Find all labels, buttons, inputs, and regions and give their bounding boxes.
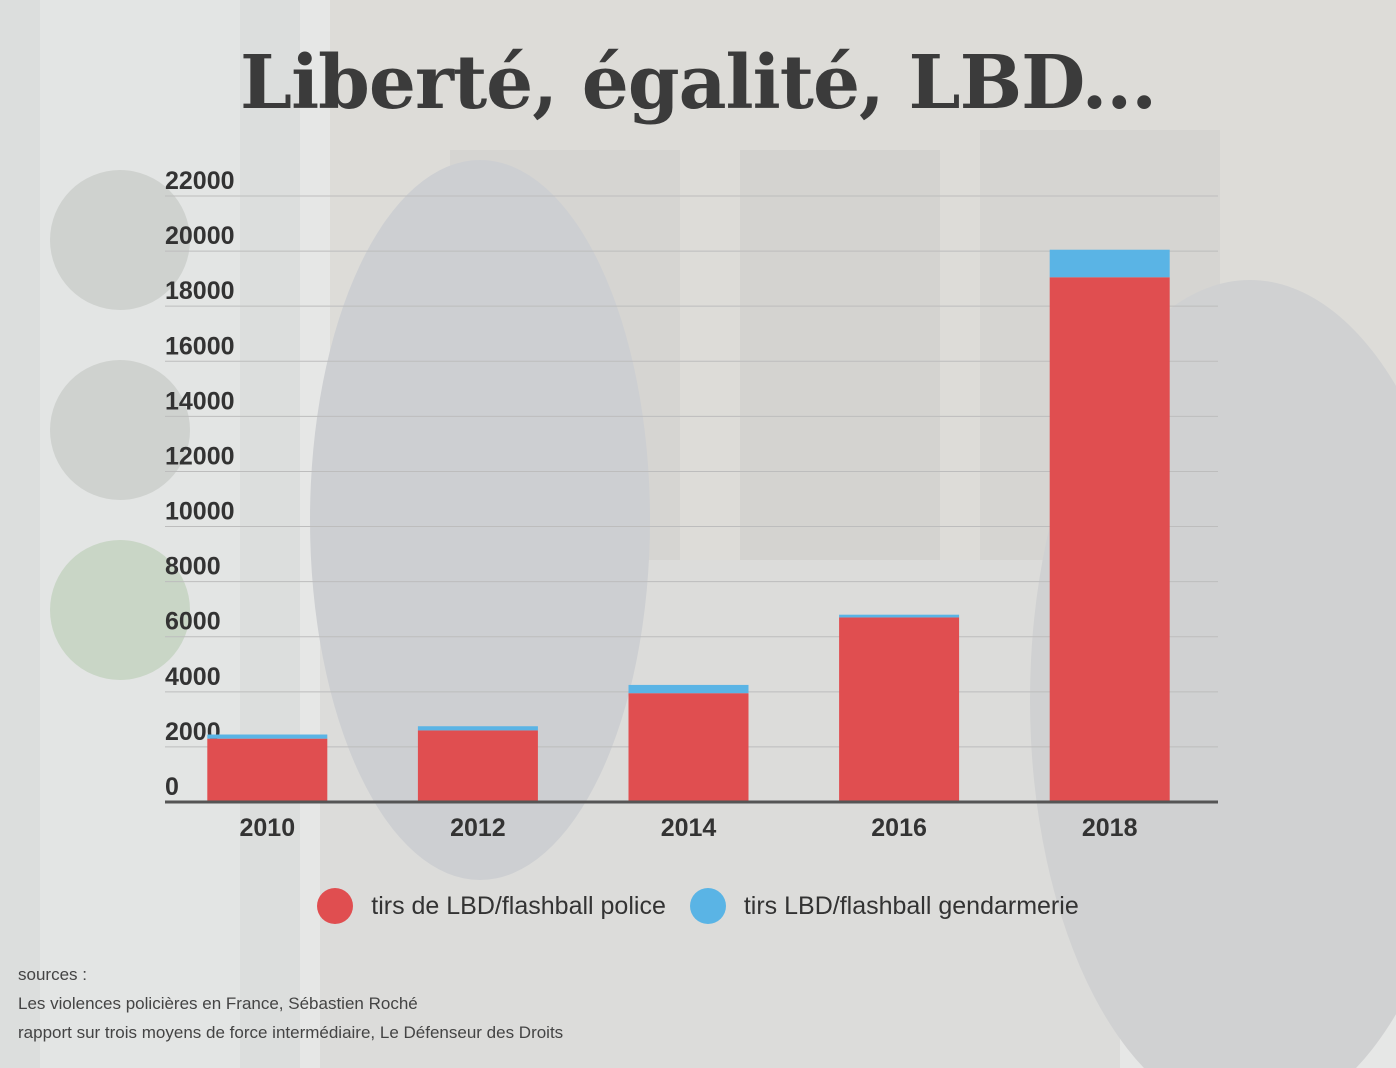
source-item: rapport sur trois moyens de force interm…	[18, 1023, 564, 1042]
y-tick-label: 10000	[165, 498, 235, 526]
y-tick-label: 8000	[165, 553, 221, 581]
y-tick-label: 4000	[165, 663, 221, 691]
y-tick-label: 0	[165, 773, 179, 801]
y-tick-label: 14000	[165, 387, 235, 415]
x-tick-label: 2018	[1082, 814, 1138, 842]
x-tick-label: 2014	[661, 814, 717, 842]
x-tick-label: 2016	[871, 814, 927, 842]
bar-gendarmerie	[628, 684, 749, 694]
x-tick-label: 2010	[239, 814, 295, 842]
source-item: Les violences policières en France, Séba…	[18, 994, 418, 1013]
legend-item-police: tirs de LBD/flashball police	[317, 888, 666, 924]
bar-gendarmerie	[207, 734, 328, 739]
y-tick-label: 20000	[165, 222, 235, 250]
sources-heading: sources :	[18, 965, 87, 984]
bar-gendarmerie	[1049, 249, 1170, 278]
bar-police	[1049, 277, 1170, 802]
bar-chart: 0200040006000800010000120001400016000180…	[165, 167, 1218, 842]
y-tick-label: 18000	[165, 277, 235, 305]
bar-gendarmerie	[839, 614, 960, 618]
legend-label-gendarmerie: tirs LBD/flashball gendarmerie	[743, 891, 1079, 920]
bar-police	[628, 693, 749, 802]
bar-police	[207, 738, 328, 802]
y-tick-label: 16000	[165, 332, 235, 360]
legend-label-police: tirs de LBD/flashball police	[371, 891, 666, 920]
bar-gendarmerie	[417, 726, 538, 731]
y-tick-label: 12000	[165, 442, 235, 470]
bar-police	[417, 730, 538, 802]
legend: tirs de LBD/flashball police tirs LBD/fl…	[0, 888, 1396, 924]
legend-item-gendarmerie: tirs LBD/flashball gendarmerie	[689, 888, 1079, 924]
x-tick-label: 2012	[450, 814, 506, 842]
legend-swatch-police	[317, 888, 354, 924]
sources: sources : Les violences policières en Fr…	[18, 960, 563, 1047]
y-tick-label: 22000	[165, 167, 235, 195]
legend-swatch-gendarmerie	[689, 888, 726, 924]
chart-title: Liberté, égalité, LBD...	[240, 40, 1157, 126]
y-tick-label: 6000	[165, 608, 221, 636]
bar-police	[839, 617, 960, 802]
